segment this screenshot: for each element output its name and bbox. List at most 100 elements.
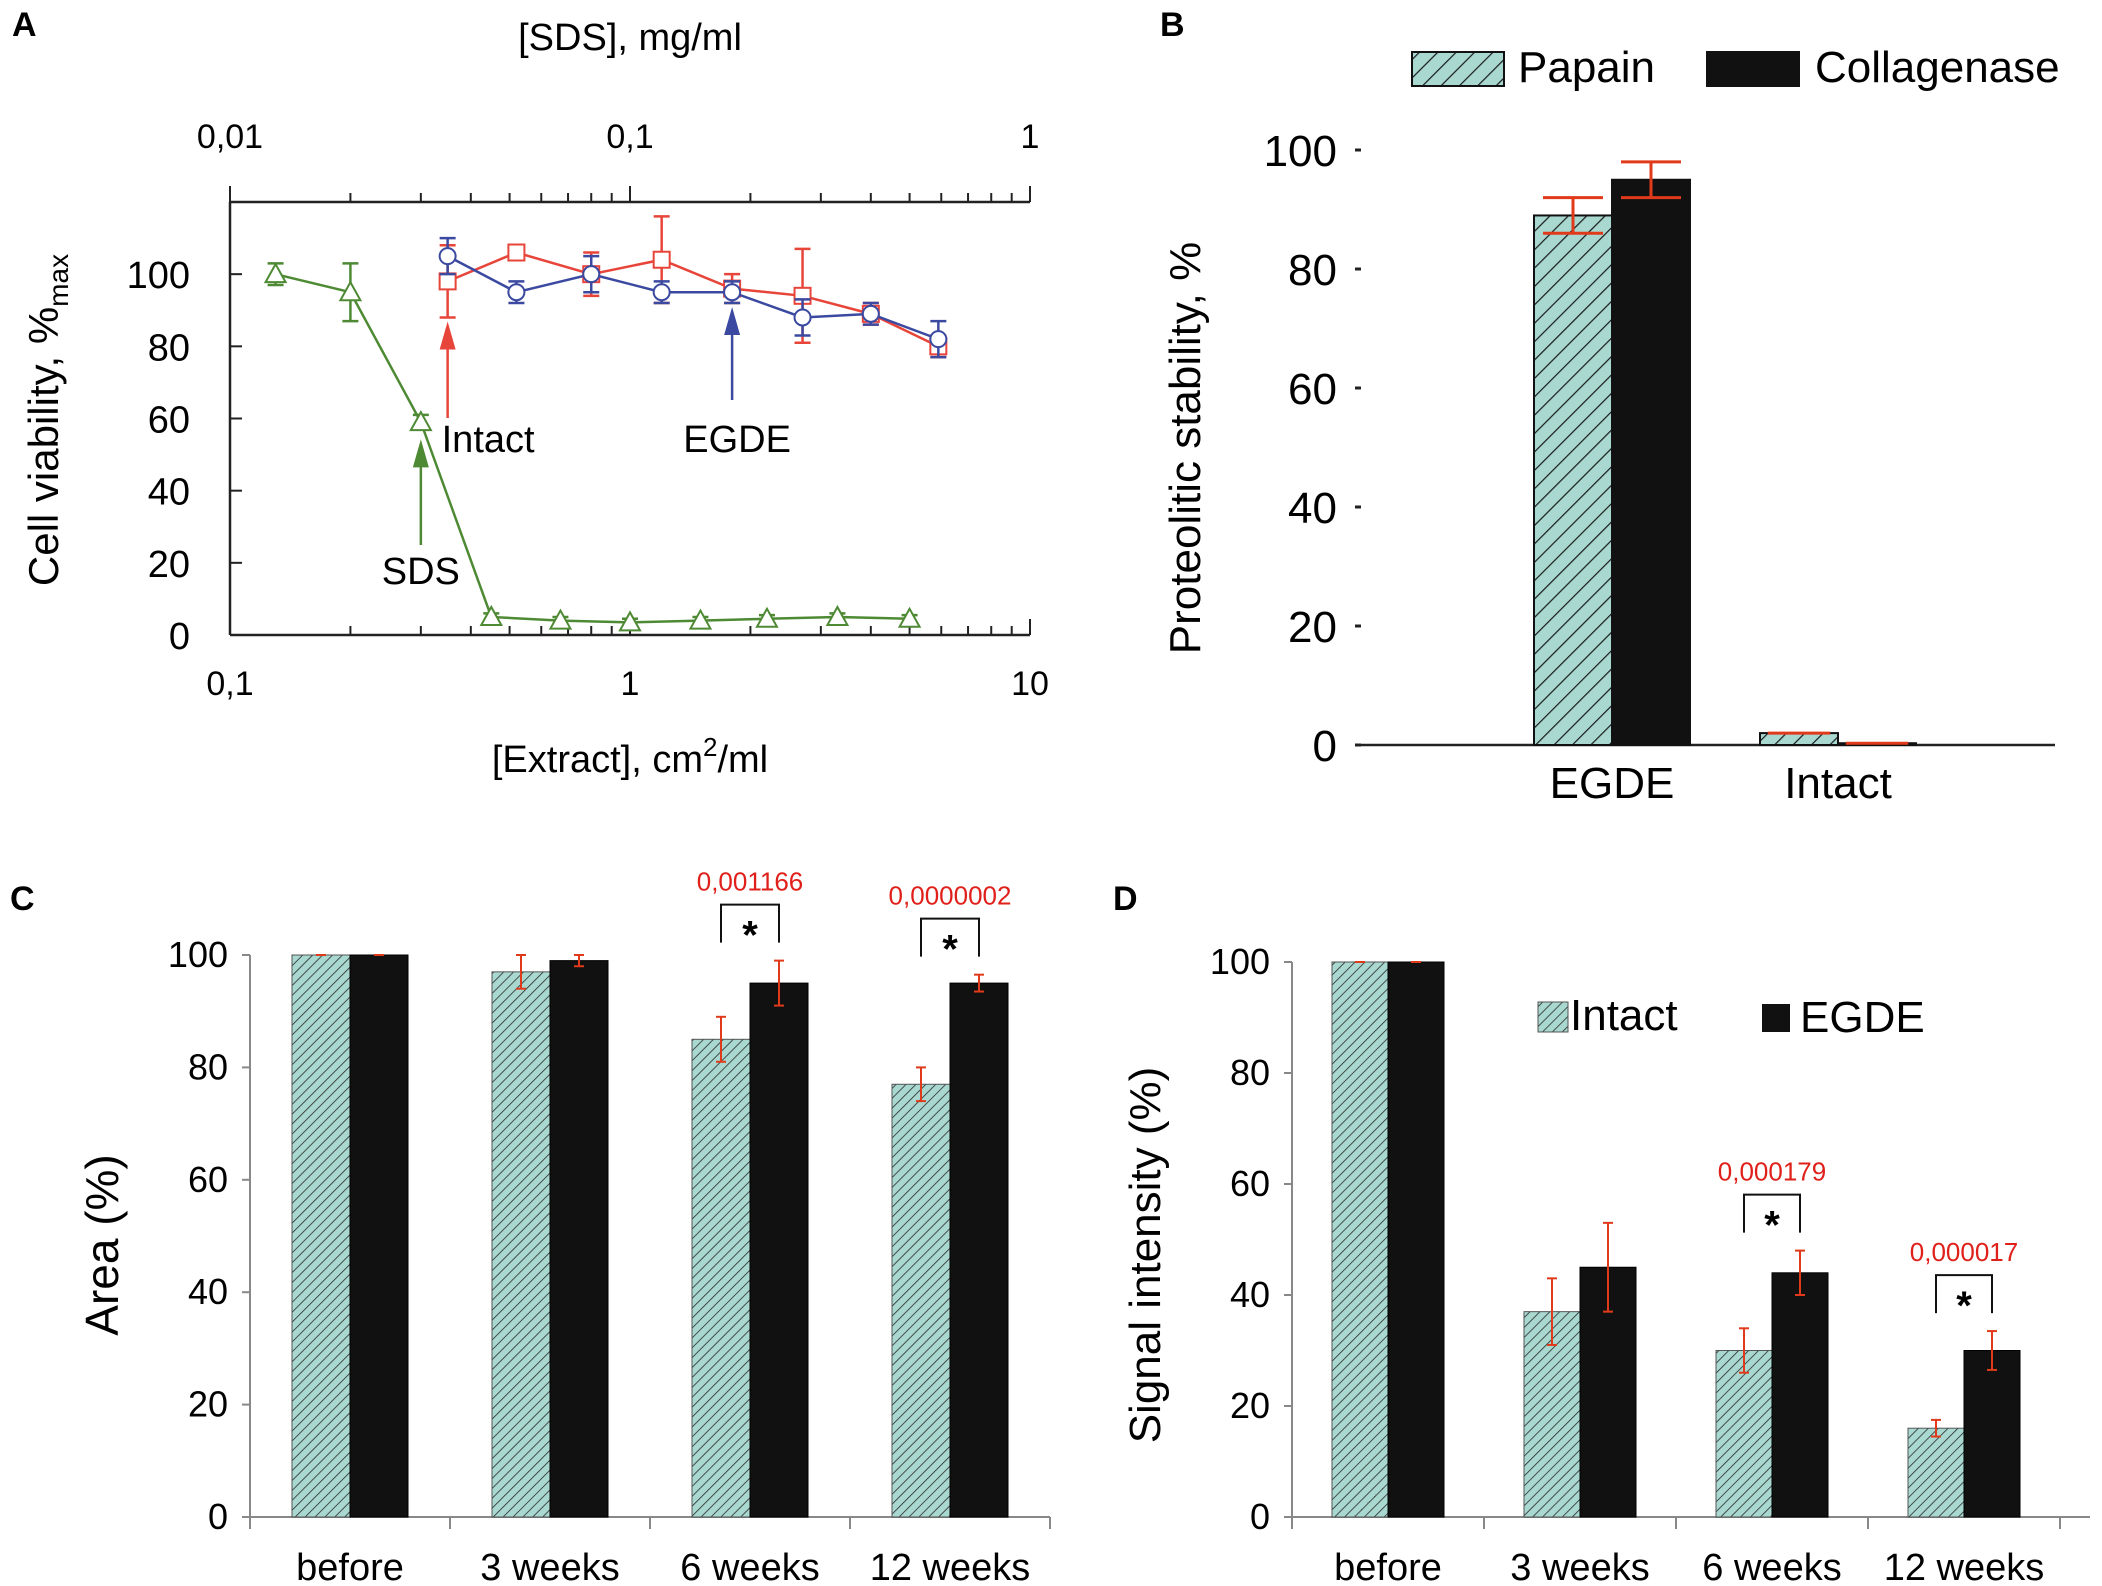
panel-d-legend-label-intact: Intact	[1570, 991, 1678, 1040]
panel-b-chart: B Proteolitic stability, % 0 20 40 60 80 100 E…	[1160, 6, 2060, 808]
panel-c-x-tick-label: before	[296, 1547, 404, 1586]
panel-d-bar-egde	[1387, 961, 1445, 1518]
panel-c-y-axis-label: Area (%)	[76, 1154, 128, 1335]
panel-c-y-tick-label: 60	[188, 1159, 228, 1200]
panel-d-x-tick-label: 6 weeks	[1702, 1547, 1841, 1586]
panel-c-bar-egde	[749, 982, 809, 1518]
panel-a-y-axis-label: Cell viability, %max	[20, 254, 74, 586]
panel-b-bar-collagenase	[1611, 178, 1691, 746]
panel-a-egde-arrow-head	[724, 307, 741, 336]
panel-d-bar-egde	[1771, 1272, 1829, 1518]
panel-b-y-tick-label: 0	[1313, 722, 1337, 771]
panel-c-significance-star: *	[942, 928, 958, 972]
panel-a-top-tick-label: 0,01	[197, 118, 263, 156]
panel-d-significance-bracket	[1743, 1193, 1801, 1233]
panel-b-x-tick-label: EGDE	[1550, 759, 1675, 808]
panel-c-bar-intact	[291, 954, 351, 1518]
panel-d-legend-label-egde: EGDE	[1800, 993, 1925, 1042]
panel-c-x-tick-label: 3 weeks	[480, 1547, 619, 1586]
panel-a-point-sds	[409, 410, 433, 432]
panel-d-legend-swatch-egde	[1762, 1004, 1790, 1032]
panel-a-y-axis-label-main: Cell viability, %	[20, 307, 67, 586]
panel-a-point-sds	[548, 608, 573, 630]
panel-a-y-tick-label: 0	[169, 616, 190, 658]
panel-a-series-line-sds	[275, 272, 910, 624]
panel-a-intact-arrow-head	[439, 321, 456, 350]
panel-a-point-egde	[582, 265, 601, 284]
panel-d-y-tick-label: 60	[1230, 1163, 1270, 1204]
panel-b-label: B	[1160, 6, 1185, 44]
panel-c-p-value: 0,0000002	[889, 881, 1012, 911]
panel-c-y-tick-label: 100	[168, 934, 228, 975]
panel-d-significance-bracket	[1935, 1274, 1993, 1314]
panel-b-y-tick-label: 20	[1288, 603, 1337, 652]
panel-a-point-sds	[338, 280, 363, 302]
panel-d-bar-intact	[1907, 1427, 1965, 1518]
panel-a-point-sds	[825, 604, 850, 626]
panel-c-significance-star: *	[742, 914, 758, 958]
panel-c-y-tick-label: 40	[188, 1271, 228, 1312]
panel-a-annotation-intact: Intact	[442, 419, 535, 461]
panel-c-bar-intact	[891, 1083, 951, 1518]
panel-b-y-tick-label: 100	[1264, 127, 1337, 176]
panel-a-y-tick-label: 100	[127, 255, 190, 297]
panel-a-x-tick-label: 0,1	[206, 665, 253, 703]
panel-a-point-egde	[861, 304, 880, 323]
panel-b-bar-papain	[1759, 732, 1839, 746]
panel-a-point-egde	[507, 283, 526, 302]
panel-a-top-tick-label: 1	[1021, 118, 1040, 156]
panel-a-y-tick-label: 40	[148, 472, 190, 514]
panel-d-y-axis-label: Signal intensity (%)	[1121, 1067, 1170, 1444]
panel-b-y-axis-label: Proteolitic stability, %	[1161, 242, 1210, 654]
panel-a-point-intact	[507, 243, 526, 262]
panel-a-point-egde	[652, 283, 671, 302]
panel-d-y-tick-label: 20	[1230, 1385, 1270, 1426]
panel-c-significance-bracket	[720, 903, 780, 943]
panel-d-bar-intact	[1715, 1350, 1773, 1518]
panel-a-x-tick-label: 1	[621, 665, 640, 703]
panel-c-y-tick-label: 80	[188, 1046, 228, 1087]
panel-a-x-axis-label: [Extract], cm2/ml	[492, 732, 768, 781]
panel-b-x-tick-label: Intact	[1784, 759, 1892, 808]
panel-a-y-tick-label: 80	[148, 327, 190, 369]
panel-c-y-tick-label: 20	[188, 1384, 228, 1425]
panel-a-point-sds	[479, 604, 503, 626]
panel-d-x-tick-label: 12 weeks	[1884, 1547, 2045, 1586]
panel-b-legend-label-collagenase: Collagenase	[1815, 43, 2060, 92]
panel-c-p-value: 0,001166	[697, 867, 804, 897]
panel-d-bar-intact	[1331, 961, 1389, 1518]
panel-a-x-axis-label-sup: 2	[703, 732, 717, 762]
panel-d-y-tick-label: 80	[1230, 1052, 1270, 1093]
panel-a-point-sds	[755, 606, 779, 628]
panel-a-point-sds	[618, 610, 642, 632]
panel-c-bar-intact	[491, 971, 551, 1518]
panel-d-y-tick-label: 100	[1210, 941, 1270, 982]
panel-a-point-egde	[723, 283, 742, 302]
panel-d-label: D	[1113, 880, 1138, 918]
panel-b-legend-label-papain: Papain	[1518, 43, 1655, 92]
panel-d-significance-star: *	[1956, 1284, 1972, 1328]
panel-c-chart: C Area (%) 0 20 40 60 80 100 before 3 weeks 6 we…	[10, 867, 1051, 1586]
panel-a-sds-arrow-head	[412, 439, 429, 468]
panel-b-y-tick-label: 40	[1288, 484, 1337, 533]
panel-a-point-egde	[438, 247, 457, 266]
panel-a-y-axis-label-sub: max	[43, 254, 74, 307]
panel-c-bar-egde	[349, 954, 409, 1518]
panel-c-x-tick-label: 6 weeks	[680, 1547, 819, 1586]
panel-d-chart: D Signal intensity (%) 0 20 40 60 80 100 befor…	[1113, 880, 2090, 1586]
panel-d-x-tick-label: 3 weeks	[1510, 1547, 1649, 1586]
panel-a-annotation-egde: EGDE	[683, 419, 791, 461]
panel-d-x-tick-label: before	[1334, 1547, 1442, 1586]
panel-d-bar-egde	[1963, 1350, 2021, 1518]
panel-a-chart: A [SDS], mg/ml Cell viability, %max [Ext…	[12, 6, 1049, 781]
panel-b-legend-swatch-collagenase	[1706, 51, 1800, 87]
panel-a-point-egde	[793, 308, 812, 327]
panel-d-p-value: 0,000017	[1910, 1237, 2018, 1267]
panel-d-y-tick-label: 40	[1230, 1274, 1270, 1315]
panel-a-y-tick-label: 60	[148, 400, 190, 442]
panel-a-label: A	[12, 6, 37, 44]
panel-b-y-tick-label: 80	[1288, 246, 1337, 295]
panel-a-point-sds	[897, 606, 922, 628]
panel-a-x-axis-label-tail: /ml	[717, 739, 768, 781]
panel-a-series-line-intact	[447, 251, 939, 348]
